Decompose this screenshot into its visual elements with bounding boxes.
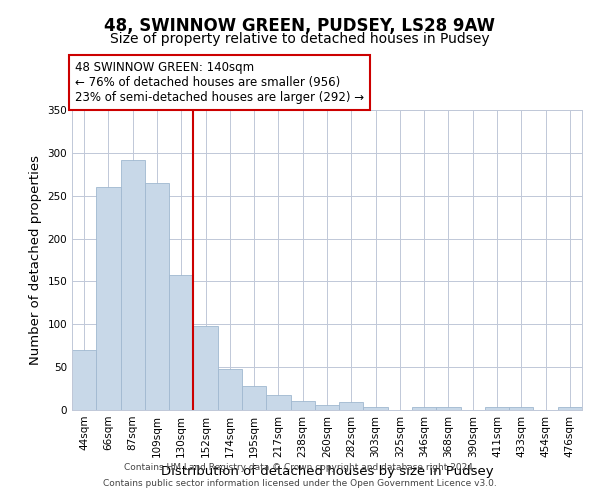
Bar [121,160,145,410]
Bar [558,408,582,410]
Bar [412,406,436,410]
Text: Size of property relative to detached houses in Pudsey: Size of property relative to detached ho… [110,32,490,46]
Bar [509,408,533,410]
Y-axis label: Number of detached properties: Number of detached properties [29,155,42,365]
Bar [364,408,388,410]
Bar [436,408,461,410]
Bar [290,402,315,410]
Bar [315,405,339,410]
Bar [242,386,266,410]
Text: Contains public sector information licensed under the Open Government Licence v3: Contains public sector information licen… [103,478,497,488]
Bar [145,183,169,410]
Bar [218,369,242,410]
Text: 48 SWINNOW GREEN: 140sqm
← 76% of detached houses are smaller (956)
23% of semi-: 48 SWINNOW GREEN: 140sqm ← 76% of detach… [74,61,364,104]
Text: Contains HM Land Registry data © Crown copyright and database right 2024.: Contains HM Land Registry data © Crown c… [124,464,476,472]
Bar [193,326,218,410]
Bar [485,408,509,410]
Bar [96,187,121,410]
Bar [266,394,290,410]
Text: 48, SWINNOW GREEN, PUDSEY, LS28 9AW: 48, SWINNOW GREEN, PUDSEY, LS28 9AW [104,18,496,36]
Bar [72,350,96,410]
X-axis label: Distribution of detached houses by size in Pudsey: Distribution of detached houses by size … [161,466,493,478]
Bar [339,402,364,410]
Bar [169,274,193,410]
